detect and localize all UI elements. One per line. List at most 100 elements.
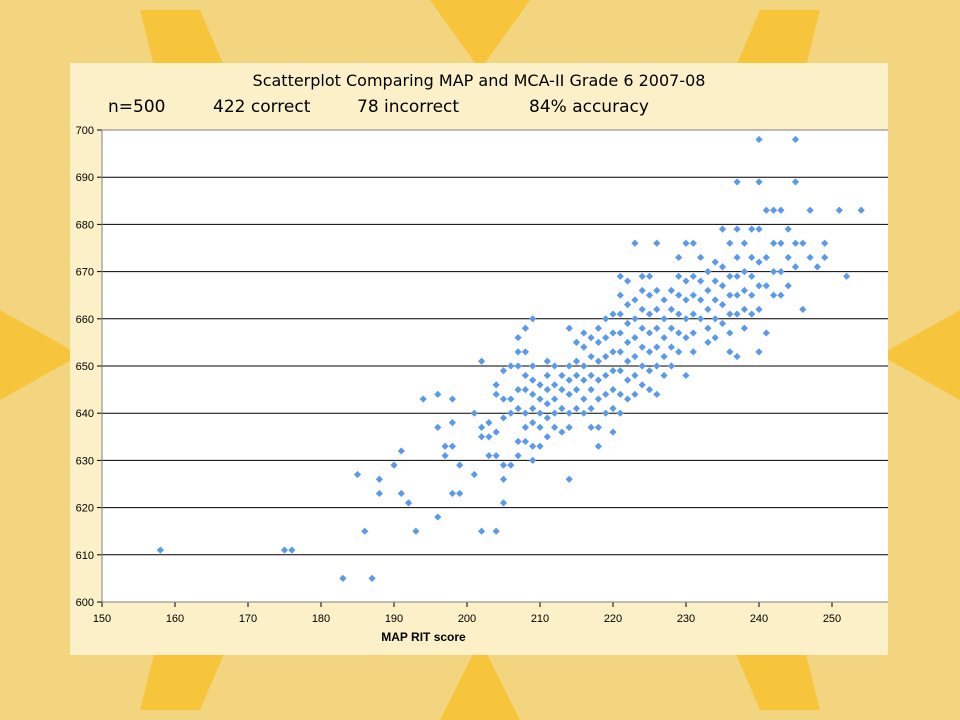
data-point	[594, 338, 602, 346]
data-point	[529, 419, 537, 427]
sun-ray-right	[880, 310, 960, 400]
data-point	[543, 371, 551, 380]
data-point	[645, 367, 654, 375]
data-point	[375, 489, 383, 498]
data-point	[755, 135, 763, 144]
data-point	[521, 324, 529, 332]
data-point	[536, 409, 544, 417]
data-point	[682, 371, 690, 380]
data-point	[689, 272, 697, 280]
data-point	[419, 395, 427, 403]
data-point	[536, 381, 544, 389]
data-point	[609, 386, 617, 394]
data-point	[551, 362, 559, 370]
data-point	[777, 291, 785, 299]
data-point	[507, 395, 515, 403]
data-point	[667, 362, 675, 370]
data-point	[726, 348, 734, 356]
data-point	[675, 272, 683, 280]
data-point	[587, 371, 595, 380]
y-tick-label: 600	[76, 597, 94, 609]
data-point	[726, 272, 734, 280]
data-point	[784, 253, 792, 262]
data-point	[784, 225, 792, 233]
y-tick-label: 680	[76, 219, 94, 231]
data-point	[514, 404, 522, 413]
data-point	[565, 475, 573, 483]
y-tick-label: 700	[76, 125, 94, 137]
data-point	[689, 348, 697, 356]
x-tick-label: 190	[385, 613, 403, 625]
data-point	[499, 461, 508, 469]
data-point	[339, 574, 347, 582]
data-point	[514, 437, 522, 446]
data-point	[529, 442, 537, 450]
data-point	[660, 315, 668, 323]
data-point	[580, 329, 588, 337]
data-point	[624, 319, 632, 328]
data-point	[733, 291, 741, 299]
data-point	[733, 253, 741, 262]
data-point	[653, 324, 661, 332]
data-point	[733, 272, 741, 280]
data-point	[390, 461, 398, 469]
data-point	[667, 324, 675, 332]
data-point	[514, 362, 522, 370]
data-point	[156, 546, 164, 554]
data-point	[441, 442, 449, 450]
data-point	[529, 456, 537, 464]
data-point	[587, 352, 595, 361]
data-point	[594, 423, 602, 431]
data-point	[507, 461, 515, 469]
x-tick-label: 150	[93, 613, 111, 625]
data-point	[653, 343, 661, 351]
data-point	[799, 305, 807, 313]
data-point	[645, 386, 654, 394]
data-point	[660, 334, 668, 342]
y-tick-label: 610	[76, 550, 94, 562]
x-tick-label: 230	[677, 613, 695, 625]
data-point	[653, 239, 661, 247]
data-point	[602, 315, 610, 323]
data-point	[456, 489, 464, 498]
data-point	[594, 395, 602, 403]
chart-title: Scatterplot Comparing MAP and MCA-II Gra…	[252, 71, 706, 90]
data-point	[609, 367, 617, 375]
data-point	[492, 390, 500, 398]
data-point	[521, 409, 529, 417]
data-point	[740, 239, 748, 247]
data-point	[580, 376, 588, 384]
data-point	[638, 343, 646, 351]
y-tick-label: 620	[76, 503, 94, 515]
data-point	[499, 367, 508, 375]
data-point	[631, 371, 639, 380]
data-point	[375, 475, 383, 483]
data-point	[587, 423, 595, 431]
data-point	[499, 395, 508, 403]
data-point	[718, 225, 727, 233]
data-point	[616, 272, 624, 280]
data-point	[624, 357, 632, 365]
data-point	[653, 390, 661, 398]
data-point	[616, 348, 624, 356]
data-point	[799, 239, 807, 247]
data-point	[682, 239, 690, 247]
x-tick-label: 160	[166, 613, 184, 625]
data-point	[704, 324, 712, 332]
data-point	[507, 362, 515, 370]
data-point	[529, 362, 537, 370]
data-point	[405, 499, 413, 507]
data-point	[499, 475, 508, 483]
data-point	[492, 428, 500, 436]
data-point	[740, 305, 748, 313]
data-point	[448, 419, 456, 427]
data-point	[565, 324, 573, 332]
data-point	[616, 409, 624, 417]
data-point	[551, 381, 559, 389]
data-point	[536, 395, 544, 403]
data-point	[609, 348, 617, 356]
data-point	[806, 253, 814, 262]
data-point	[580, 395, 588, 403]
data-point	[704, 338, 712, 346]
sun-ray-top	[430, 0, 530, 70]
